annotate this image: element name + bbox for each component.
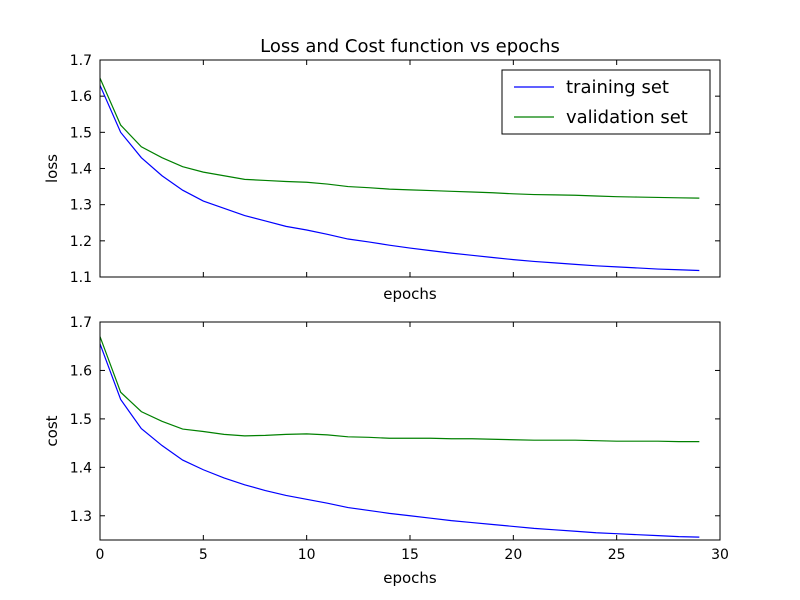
y-tick-label: 1.7 bbox=[70, 315, 92, 331]
x-tick-label: 5 bbox=[199, 547, 208, 563]
legend-box bbox=[501, 69, 711, 135]
series-line-validation-set bbox=[99, 77, 700, 199]
y-tick-label: 1.5 bbox=[70, 125, 92, 141]
y-tick-label: 1.4 bbox=[70, 460, 92, 476]
y-tick-label: 1.4 bbox=[70, 162, 92, 178]
x-tick-label: 10 bbox=[298, 547, 316, 563]
y-tick-label: 1.6 bbox=[70, 363, 92, 379]
axes-frame bbox=[99, 321, 721, 541]
y-tick-label: 1.3 bbox=[70, 198, 92, 214]
y-tick-label: 1.2 bbox=[70, 234, 92, 250]
chart-title: Loss and Cost function vs epochs bbox=[260, 36, 560, 57]
series-line-validation-set bbox=[99, 336, 700, 443]
legend-entry: training set bbox=[566, 77, 669, 98]
y-tick-label: 1.6 bbox=[70, 89, 92, 105]
x-axis-label: epochs bbox=[383, 285, 437, 303]
y-axis-label: cost bbox=[43, 415, 61, 446]
chart-panel-2: 0 5 10 15 20 25 30 1.3 1.4 1.5 1.6 1.7 epochs cost bbox=[43, 315, 729, 587]
y-tick-label: 1.1 bbox=[70, 270, 92, 286]
chart-panel-1: 1.1 1.2 1.3 1.4 1.5 1.6 1.7 epochs loss Loss and … bbox=[43, 36, 721, 303]
legend-entry: validation set bbox=[566, 107, 688, 128]
x-tick-label: 20 bbox=[504, 547, 522, 563]
x-tick-label: 25 bbox=[608, 547, 626, 563]
series-line-training-set bbox=[99, 85, 700, 272]
axes-frame bbox=[99, 59, 721, 278]
series-line-training-set bbox=[99, 343, 700, 538]
y-axis-label: loss bbox=[43, 154, 61, 183]
x-axis-label: epochs bbox=[383, 569, 437, 587]
x-tick-label: 30 bbox=[711, 547, 729, 563]
y-tick-label: 1.7 bbox=[70, 53, 92, 69]
legend: training set validation set bbox=[501, 69, 711, 135]
y-tick-label: 1.5 bbox=[70, 412, 92, 428]
y-tick-label: 1.3 bbox=[70, 509, 92, 525]
x-tick-label: 0 bbox=[96, 547, 105, 563]
x-tick-label: 15 bbox=[401, 547, 419, 563]
